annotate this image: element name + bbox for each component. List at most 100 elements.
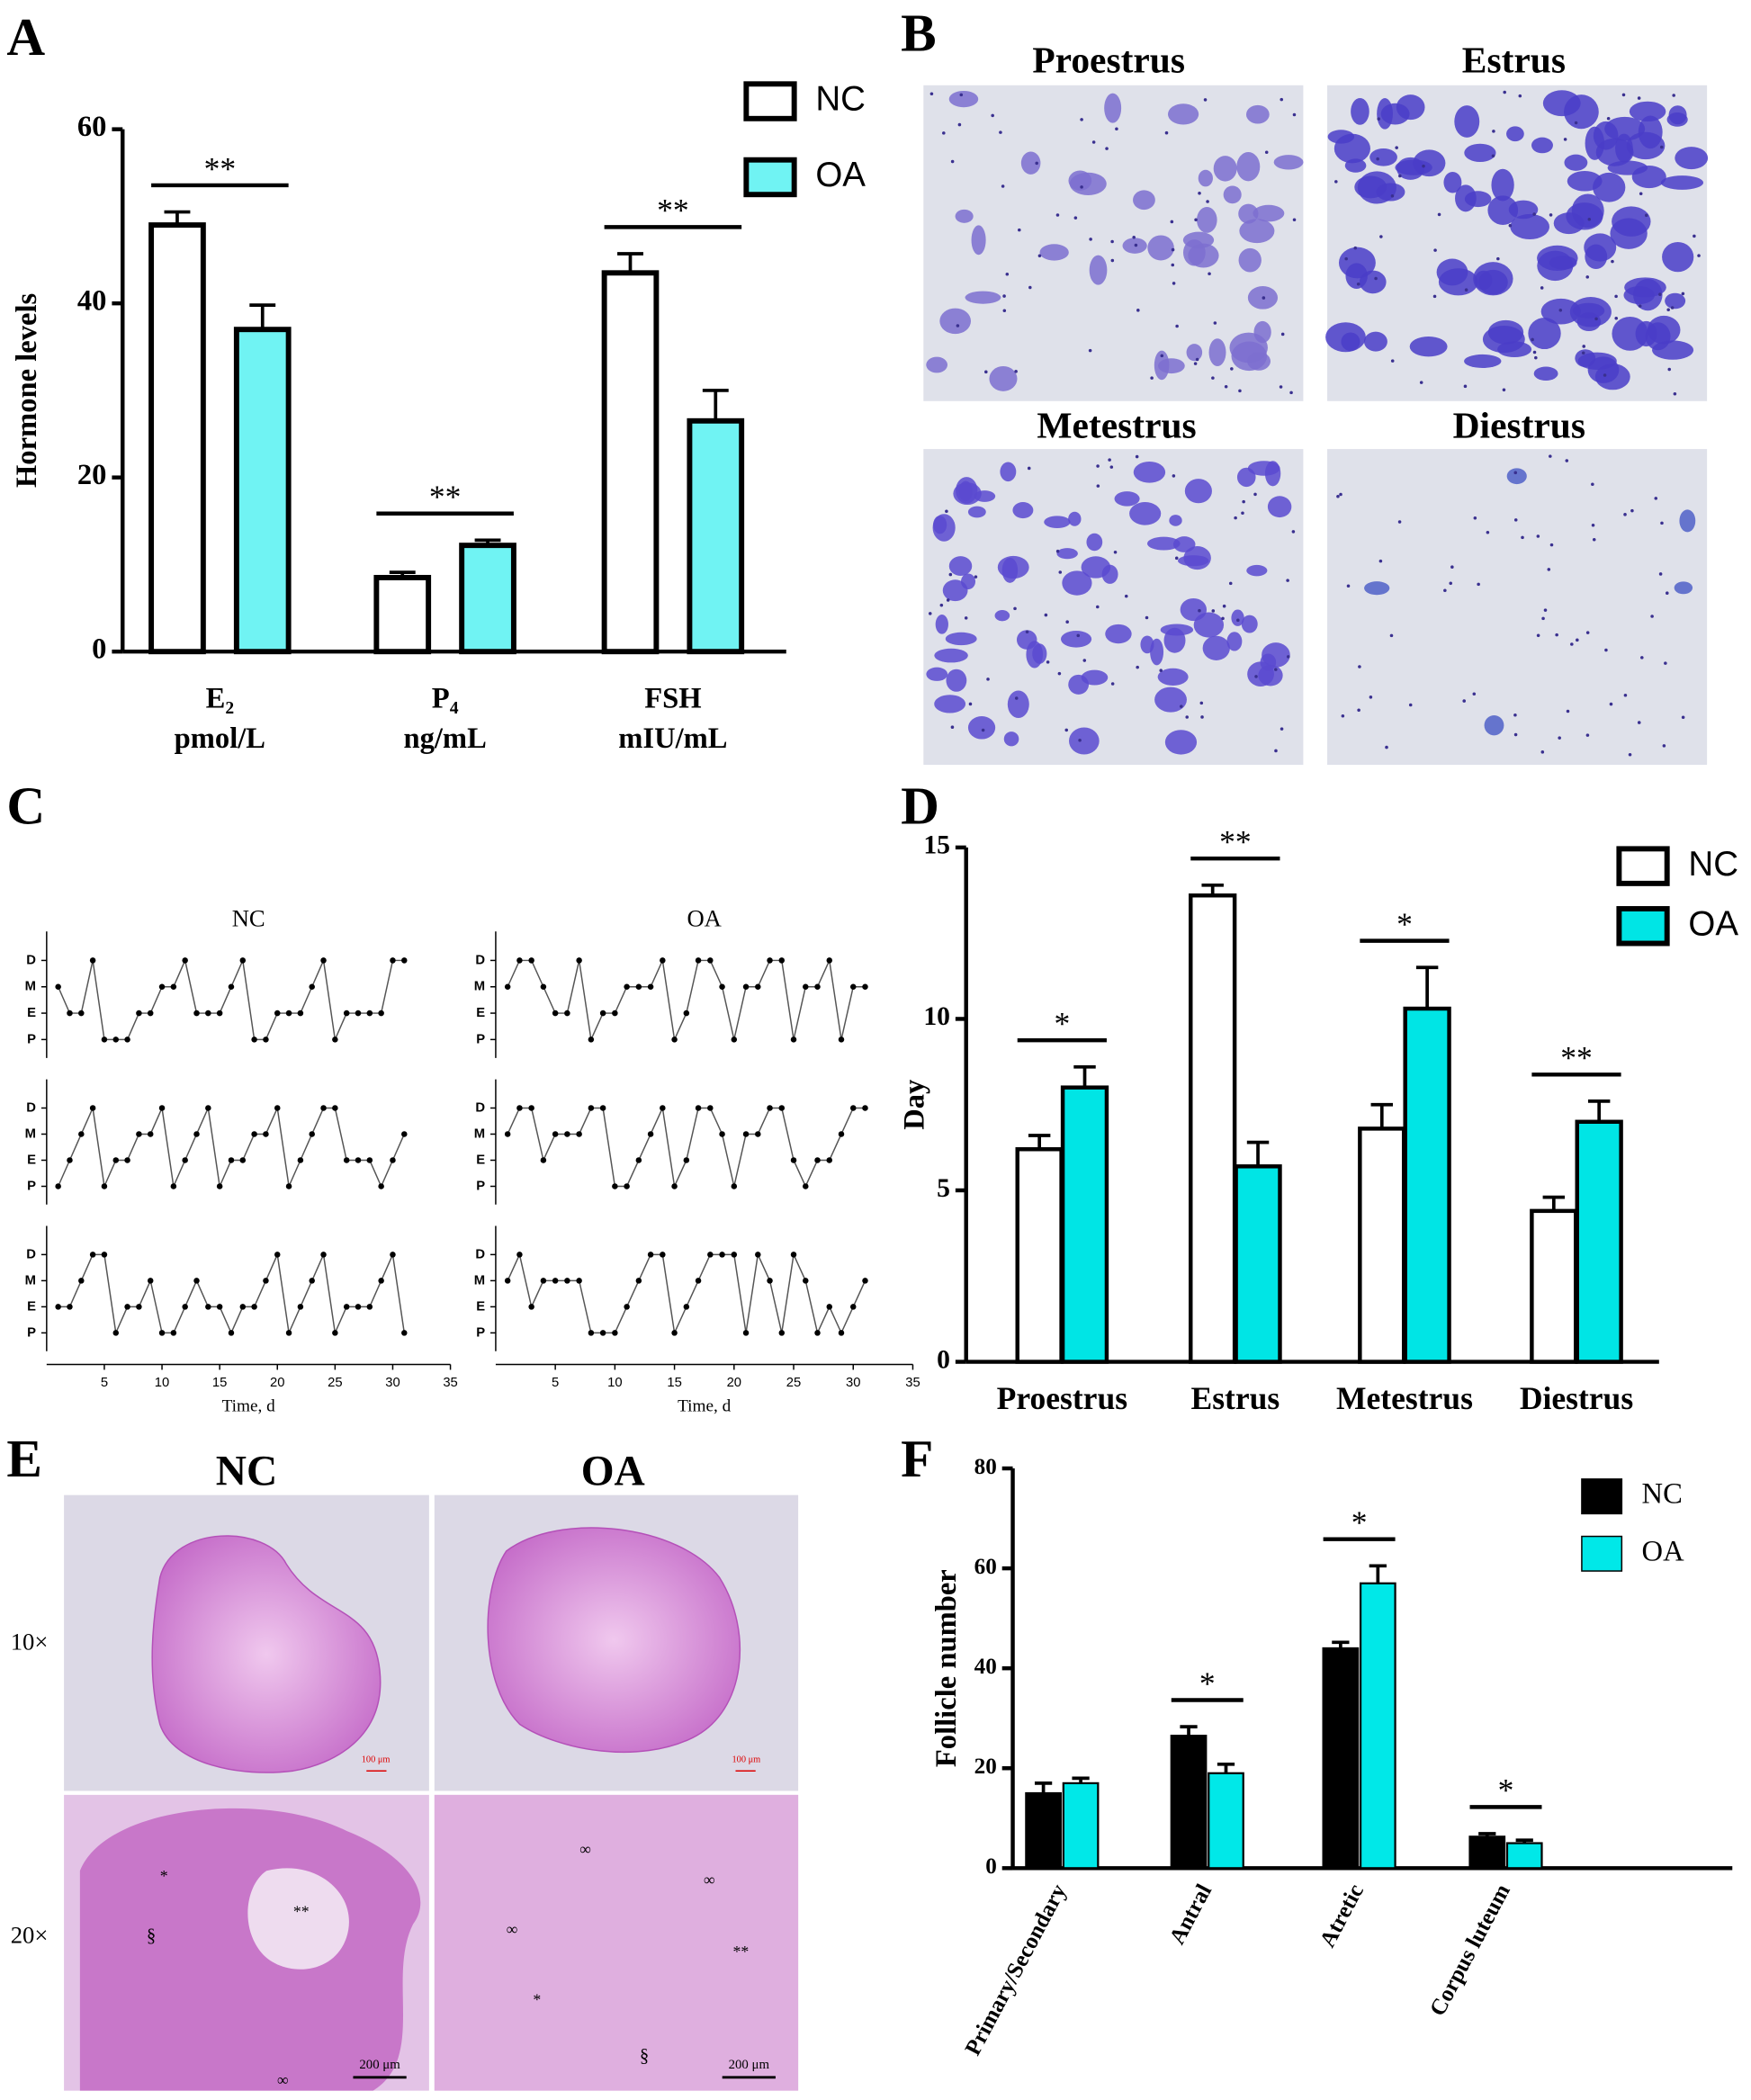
cell <box>1675 147 1709 170</box>
x-tick-label: 30 <box>385 1376 400 1390</box>
bar <box>1358 1126 1406 1364</box>
point <box>309 1131 315 1137</box>
cell <box>1164 730 1198 755</box>
y-tick-label: 40 <box>974 1655 997 1679</box>
nucleus <box>1253 492 1257 497</box>
y-tick-label: 20 <box>974 1754 997 1779</box>
point <box>576 1278 582 1284</box>
bar <box>233 327 292 655</box>
cell <box>1553 212 1585 235</box>
panel-label: B <box>901 4 936 63</box>
cell <box>1564 94 1599 130</box>
nucleus <box>1518 94 1522 98</box>
point <box>263 1037 269 1043</box>
nucleus <box>1419 381 1423 384</box>
point <box>297 1010 304 1017</box>
nucleus <box>1058 570 1063 574</box>
point <box>67 1157 73 1163</box>
nucleus <box>1658 572 1663 576</box>
nucleus <box>1055 213 1060 217</box>
nucleus <box>1080 118 1083 121</box>
nucleus <box>1662 744 1666 748</box>
cell <box>1674 581 1693 595</box>
nucleus <box>959 93 964 97</box>
point <box>862 1105 868 1111</box>
nucleus <box>1585 733 1590 737</box>
point <box>193 1278 200 1284</box>
point <box>251 1037 257 1043</box>
point <box>147 1278 154 1284</box>
nucleus <box>1606 116 1611 121</box>
cell <box>1104 93 1122 123</box>
cell <box>1105 624 1132 644</box>
nucleus <box>1135 454 1139 459</box>
bar <box>1530 1208 1578 1364</box>
nucleus <box>942 131 946 135</box>
nucleus <box>984 370 988 374</box>
cell <box>1253 204 1285 222</box>
point <box>216 1304 223 1310</box>
cell <box>1247 661 1274 687</box>
significance-label: * <box>1396 906 1413 942</box>
x-tick-label: Atretic <box>1315 1880 1369 1952</box>
nucleus <box>1013 606 1017 611</box>
legend-label: NC <box>1688 845 1738 884</box>
significance-label: * <box>1351 1504 1368 1540</box>
point <box>707 1105 714 1111</box>
cell <box>971 225 986 256</box>
point <box>588 1330 595 1336</box>
point <box>552 1278 559 1284</box>
nucleus <box>1464 288 1468 292</box>
point <box>401 957 408 964</box>
legend-swatch <box>743 81 797 121</box>
cell <box>1086 533 1103 552</box>
point <box>239 957 247 964</box>
nucleus <box>1558 309 1563 312</box>
point <box>683 1010 690 1017</box>
point <box>564 1010 570 1017</box>
nucleus <box>1057 671 1062 676</box>
legend-label: NC <box>815 80 866 119</box>
point <box>147 1131 154 1137</box>
cell <box>1665 292 1686 310</box>
series-line <box>507 1105 866 1189</box>
point <box>540 1157 547 1163</box>
point <box>112 1037 120 1043</box>
nucleus <box>1113 550 1118 554</box>
significance-label: * <box>1199 1665 1216 1701</box>
nucleus <box>1211 609 1216 613</box>
nucleus <box>1587 217 1592 221</box>
nucleus <box>1450 565 1454 569</box>
point <box>671 1037 678 1043</box>
point <box>378 1010 384 1017</box>
nucleus <box>1664 661 1667 665</box>
x-tick-label: 35 <box>443 1376 457 1390</box>
cell <box>1666 112 1688 127</box>
x-tick-label: Proestrus <box>997 1380 1127 1416</box>
point <box>849 1105 857 1111</box>
smear-background <box>1327 449 1708 766</box>
cell <box>1236 151 1261 182</box>
legend-swatch <box>1616 906 1670 947</box>
cell <box>1180 597 1208 622</box>
y-tick-label: 20 <box>77 459 107 491</box>
cell <box>1208 338 1226 367</box>
point <box>78 1010 85 1017</box>
point <box>552 1131 559 1137</box>
point <box>101 1252 108 1258</box>
point <box>814 1330 821 1336</box>
cell <box>1169 515 1182 526</box>
ovary-section <box>487 1527 741 1754</box>
series-line <box>58 1252 406 1336</box>
smear-image <box>1327 449 1708 766</box>
point <box>767 1105 773 1111</box>
x-tick-label: 20 <box>270 1376 284 1390</box>
nucleus <box>1521 535 1524 540</box>
cell <box>1267 496 1292 518</box>
nucleus <box>1089 238 1092 241</box>
point <box>504 983 511 991</box>
point <box>366 1157 373 1163</box>
cell <box>1239 219 1275 244</box>
nucleus <box>1115 127 1118 131</box>
nucleus <box>1234 516 1237 520</box>
